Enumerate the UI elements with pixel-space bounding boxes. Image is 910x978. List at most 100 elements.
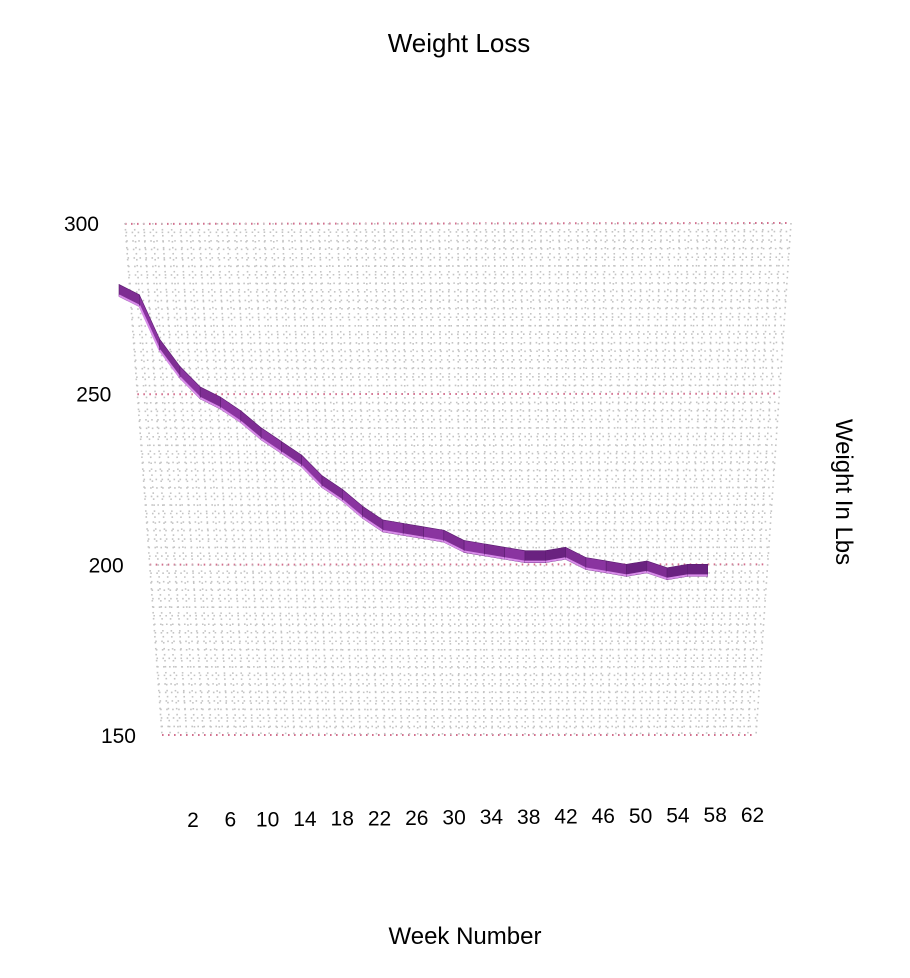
- x-tick-label: 34: [480, 806, 504, 829]
- vertical-gridline: [253, 222, 279, 736]
- vertical-gridline: [179, 222, 213, 736]
- x-tick-label: 6: [224, 809, 236, 832]
- ribbon-highlight: [219, 407, 242, 423]
- y-tick-label: 200: [89, 554, 124, 577]
- vertical-gridline: [457, 222, 460, 736]
- vertical-gridline: [689, 222, 718, 736]
- ribbon-highlight: [423, 536, 444, 543]
- ribbon-highlight: [138, 305, 161, 351]
- y-tick-label: 250: [76, 384, 111, 407]
- vertical-gridline: [614, 222, 635, 736]
- ribbon-highlight: [199, 396, 221, 409]
- minor-gridline: [136, 375, 781, 379]
- minor-gridline: [127, 256, 789, 259]
- vertical-gridline: [672, 222, 700, 736]
- vertical-gridline: [697, 222, 728, 736]
- vertical-gridline: [383, 222, 394, 736]
- vertical-gridline: [515, 222, 524, 736]
- ribbon-highlight: [565, 557, 587, 570]
- vertical-gridline: [198, 222, 229, 736]
- ribbon-highlight: [382, 529, 404, 536]
- minor-gridline: [139, 418, 778, 421]
- vertical-gridline: [713, 222, 746, 736]
- ribbon-highlight: [240, 420, 262, 440]
- vertical-gridline: [142, 222, 180, 736]
- x-tick-label: 2: [187, 809, 199, 832]
- vertical-gridline: [281, 222, 304, 736]
- x-tick-label: 10: [256, 808, 279, 831]
- vertical-gridline: [491, 222, 496, 736]
- vertical-gridline: [656, 222, 681, 736]
- minor-gridline: [126, 247, 790, 251]
- vertical-gridline: [606, 222, 626, 736]
- x-tick-label: 14: [293, 808, 317, 831]
- vertical-gridline: [410, 222, 419, 736]
- vertical-gridline: [188, 222, 221, 736]
- vertical-gridline: [447, 222, 452, 736]
- vertical-gridline: [290, 222, 312, 736]
- ribbon-highlight: [666, 574, 688, 580]
- y-axis-ticks: 150 200 250 300: [64, 213, 136, 748]
- x-tick-label: 46: [592, 805, 615, 828]
- vertical-gridline: [524, 222, 533, 736]
- minor-gridline: [133, 333, 784, 336]
- vertical-gridline: [244, 222, 271, 736]
- vertical-gridline: [355, 222, 370, 736]
- x-tick-label: 22: [368, 807, 391, 830]
- y-axis-title: Weight In Lbs: [830, 419, 857, 565]
- ribbon-highlight: [545, 557, 566, 563]
- vertical-gridline: [573, 222, 589, 736]
- x-tick-label: 26: [405, 807, 428, 830]
- y-tick-label: 300: [64, 213, 99, 236]
- ribbon-highlight: [260, 437, 282, 454]
- minor-gridline: [131, 316, 785, 319]
- grid: [124, 222, 792, 736]
- vertical-gridline: [474, 222, 478, 736]
- vertical-gridline: [639, 222, 663, 736]
- vertical-gridline: [565, 222, 580, 736]
- minor-gridline: [126, 239, 790, 242]
- ribbon-highlight: [362, 516, 384, 532]
- ribbon-highlight: [341, 499, 364, 519]
- ribbon-highlight: [403, 533, 424, 539]
- vertical-gridline: [557, 222, 570, 736]
- ribbon-highlight: [646, 570, 668, 580]
- vertical-gridline: [631, 222, 654, 736]
- vertical-gridline: [262, 222, 287, 736]
- minor-gridline: [140, 435, 777, 438]
- vertical-gridline: [540, 222, 552, 736]
- x-tick-label: 42: [554, 806, 577, 829]
- x-axis-ticks: 2 6 10 14 18 22 26 30 34 38 42 46 50 54 58 62: [187, 804, 764, 832]
- vertical-gridline: [722, 222, 755, 736]
- vertical-gridline: [364, 222, 378, 736]
- vertical-gridline: [499, 222, 506, 736]
- y-tick-label: 150: [101, 725, 136, 748]
- vertical-gridline: [738, 222, 774, 736]
- vertical-gridline: [170, 222, 205, 736]
- vertical-gridline: [507, 222, 515, 736]
- minor-gridline: [130, 298, 786, 302]
- vertical-gridline: [272, 222, 295, 736]
- x-tick-label: 62: [741, 804, 764, 827]
- vertical-gridline: [680, 222, 709, 736]
- vertical-gridline: [373, 222, 386, 736]
- minor-gridline: [137, 401, 779, 404]
- minor-gridline: [134, 358, 782, 361]
- vertical-gridline: [216, 222, 246, 736]
- minor-gridline: [129, 290, 787, 293]
- vertical-gridline: [429, 222, 436, 736]
- vertical-gridline: [438, 222, 444, 736]
- vertical-gridline: [746, 222, 783, 736]
- vertical-gridline: [598, 222, 617, 736]
- ribbon-highlight: [179, 376, 201, 399]
- minor-gridline: [125, 230, 791, 234]
- vertical-gridline: [730, 222, 765, 736]
- vertical-gridline: [755, 222, 792, 736]
- vertical-gridline: [299, 222, 320, 736]
- vertical-gridline: [161, 222, 196, 736]
- vertical-gridline: [318, 222, 337, 736]
- vertical-gridline: [705, 222, 737, 736]
- minor-gridline: [128, 273, 788, 276]
- vertical-gridline: [235, 222, 262, 736]
